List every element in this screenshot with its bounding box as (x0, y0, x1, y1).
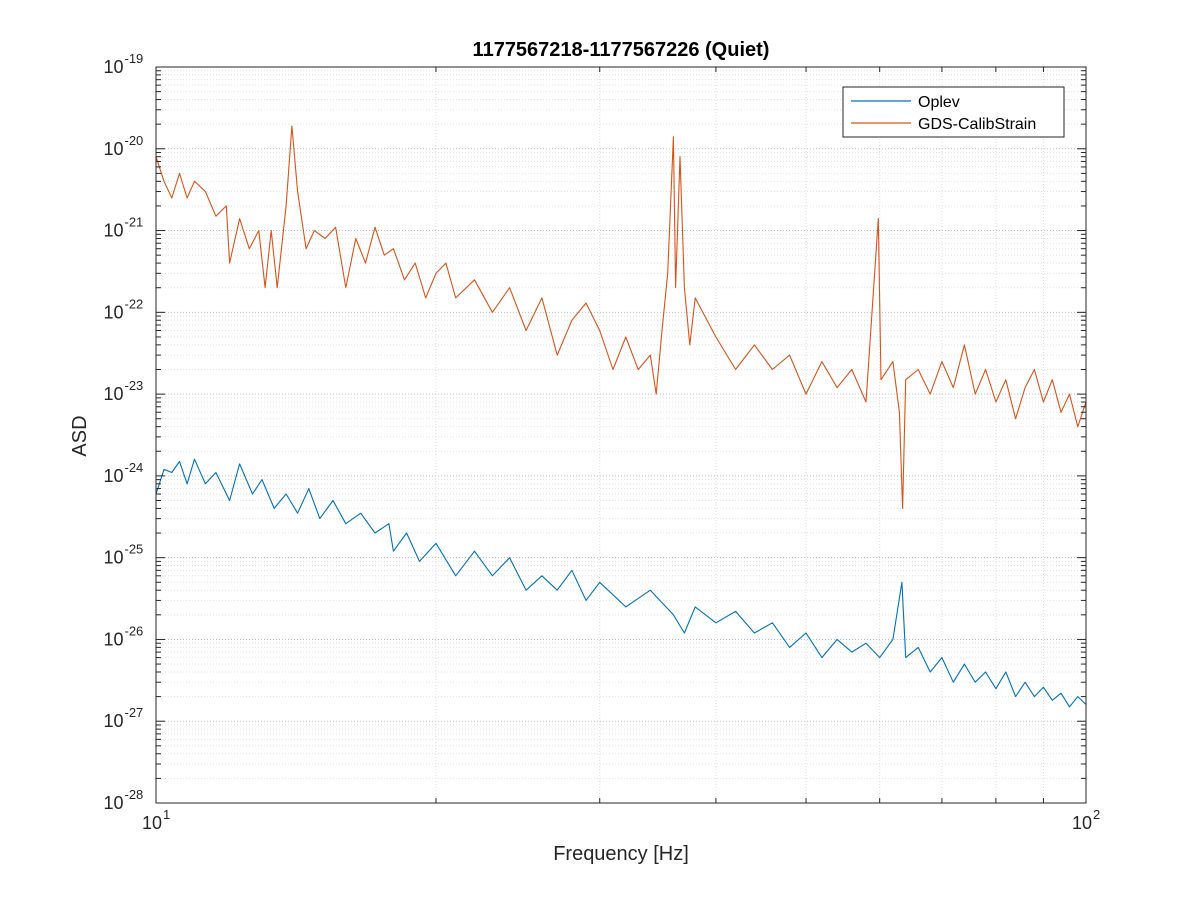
y-tick-label: 10 (103, 466, 123, 486)
chart-title: 1177567218-1177567226 (Quiet) (473, 39, 770, 61)
x-tick-label-exponent: 1 (163, 807, 170, 822)
y-tick-label: 10 (103, 384, 123, 404)
series-line-gds-calibstrain (155, 125, 1087, 509)
series-line-oplev (155, 458, 1087, 708)
y-tick-label-exponent: -25 (125, 542, 144, 557)
y-tick-label-exponent: -24 (125, 460, 144, 475)
legend-label-oplev: Oplev (918, 94, 960, 111)
y-tick-label-exponent: -22 (125, 296, 144, 311)
y-tick-label-exponent: -28 (125, 787, 144, 802)
legend-box (842, 86, 1065, 138)
x-tick-label: 10 (142, 813, 162, 833)
y-axis-label: ASD (69, 415, 91, 456)
y-tick-label-exponent: -23 (125, 378, 144, 393)
y-tick-label: 10 (103, 302, 123, 322)
plot-frame (155, 66, 1087, 804)
y-tick-label: 10 (103, 139, 123, 159)
y-tick-label-exponent: -26 (125, 623, 144, 638)
y-tick-label: 10 (103, 629, 123, 649)
plot-area (156, 67, 1086, 803)
ticks (155, 66, 1087, 804)
y-tick-label: 10 (103, 57, 123, 77)
x-tick-label-exponent: 2 (1093, 807, 1100, 822)
x-axis-label: Frequency [Hz] (553, 843, 689, 865)
y-tick-label-exponent: -21 (125, 215, 144, 230)
grid (155, 66, 1087, 804)
y-tick-label-exponent: -20 (125, 133, 144, 148)
y-tick-label: 10 (103, 221, 123, 241)
x-tick-label: 10 (1072, 813, 1092, 833)
legend-label-gds-calibstrain: GDS-CalibStrain (918, 116, 1036, 133)
y-tick-label: 10 (103, 548, 123, 568)
y-tick-label: 10 (103, 711, 123, 731)
series-layer (155, 125, 1087, 708)
y-tick-label-exponent: -19 (125, 51, 144, 66)
y-tick-label-exponent: -27 (125, 705, 144, 720)
y-tick-label: 10 (103, 793, 123, 813)
legend: Oplev GDS-CalibStrain (842, 86, 1065, 138)
tick-labels: 10-1910-2010-2110-2210-2310-2410-2510-26… (103, 51, 1100, 833)
